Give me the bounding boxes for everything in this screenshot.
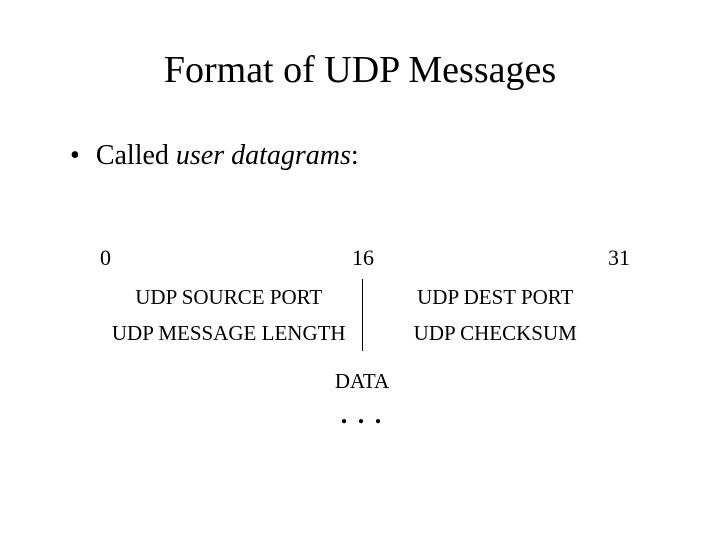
bullet-text: Called user datagrams: bbox=[96, 140, 359, 172]
cell-msg-length: UDP MESSAGE LENGTH bbox=[96, 315, 362, 351]
bit-label-0: 0 bbox=[100, 245, 111, 271]
cell-checksum: UDP CHECKSUM bbox=[363, 315, 629, 351]
cell-dest-port: UDP DEST PORT bbox=[363, 279, 629, 315]
bullet-italic: user datagrams bbox=[176, 140, 351, 171]
header-row-1: UDP MESSAGE LENGTH UDP CHECKSUM bbox=[96, 315, 628, 351]
slide: Format of UDP Messages • Called user dat… bbox=[0, 0, 720, 540]
continuation-dots: . . . bbox=[96, 400, 628, 430]
header-row-0: UDP SOURCE PORT UDP DEST PORT bbox=[96, 279, 628, 315]
bit-label-31: 31 bbox=[608, 245, 630, 271]
bullet-line: • Called user datagrams: bbox=[70, 140, 720, 172]
bit-label-16: 16 bbox=[352, 245, 374, 271]
bullet-dot: • bbox=[70, 140, 80, 172]
bit-labels: 0 16 31 bbox=[96, 245, 628, 273]
slide-title: Format of UDP Messages bbox=[0, 0, 720, 92]
bullet-prefix: Called bbox=[96, 140, 176, 171]
bullet-suffix: : bbox=[351, 140, 359, 171]
header-rows: UDP SOURCE PORT UDP DEST PORT UDP MESSAG… bbox=[96, 279, 628, 351]
cell-source-port: UDP SOURCE PORT bbox=[96, 279, 362, 315]
udp-header-diagram: 0 16 31 UDP SOURCE PORT UDP DEST PORT UD… bbox=[96, 245, 628, 430]
data-label: DATA bbox=[96, 369, 628, 394]
